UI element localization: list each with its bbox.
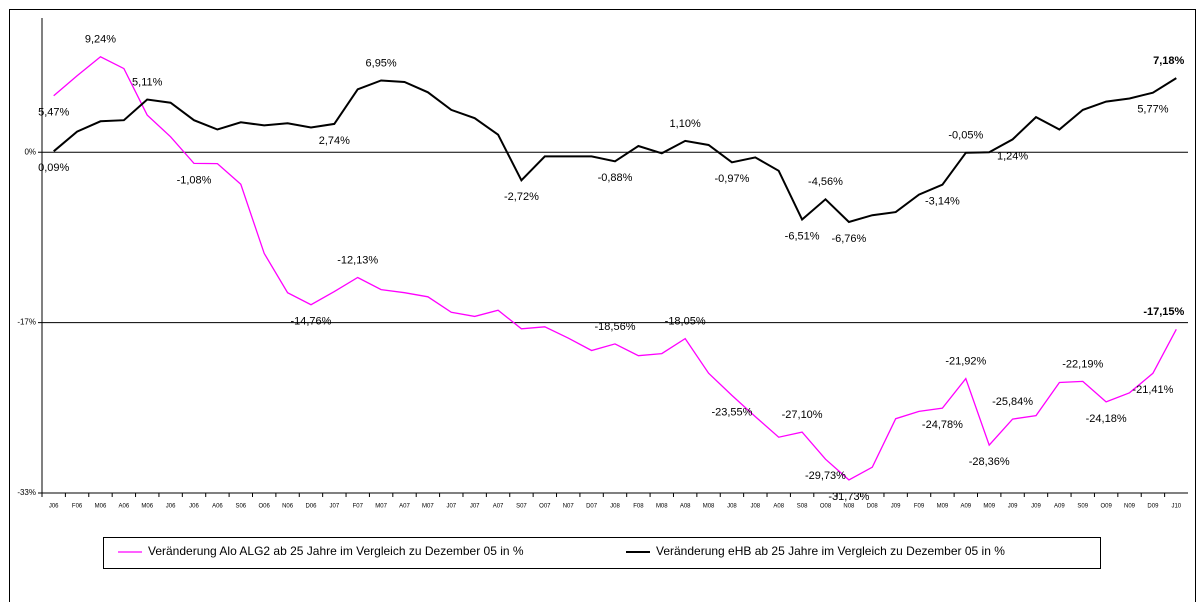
data-label: -0,05% <box>948 130 983 142</box>
legend-label: Veränderung Alo ALG2 ab 25 Jahre im Verg… <box>148 544 524 558</box>
x-tick-label: M09 <box>983 504 995 510</box>
data-label: -17,15% <box>1143 306 1184 318</box>
data-label: 6,95% <box>366 57 397 69</box>
series-line <box>53 56 1177 481</box>
x-tick-label: S08 <box>797 504 808 510</box>
data-label: -23,55% <box>711 406 752 418</box>
x-tick-label: M07 <box>375 504 387 510</box>
x-tick-label: J09 <box>1031 504 1041 510</box>
data-label: 2,74% <box>319 135 350 147</box>
x-tick-label: A08 <box>680 504 691 510</box>
x-tick-label: O09 <box>1100 504 1112 510</box>
data-label: -12,13% <box>337 254 378 266</box>
x-tick-label: O07 <box>539 504 551 510</box>
series-line <box>53 77 1177 224</box>
y-tick-label: -33% <box>17 488 36 497</box>
legend-label: Veränderung eHB ab 25 Jahre im Vergleich… <box>656 544 1005 558</box>
data-label: -22,19% <box>1062 358 1103 370</box>
x-tick-label: F06 <box>72 504 83 510</box>
x-tick-label: J07 <box>446 504 456 510</box>
data-label: 7,18% <box>1153 55 1184 67</box>
x-tick-label: O08 <box>820 504 832 510</box>
x-tick-label: D08 <box>867 504 879 510</box>
x-tick-label: S06 <box>235 504 246 510</box>
x-tick-label: S09 <box>1077 504 1088 510</box>
x-tick-label: N06 <box>282 504 294 510</box>
x-tick-label: N09 <box>1124 504 1136 510</box>
data-label: -18,56% <box>595 321 636 333</box>
x-tick-label: J09 <box>891 504 901 510</box>
data-label: -6,76% <box>831 233 866 245</box>
x-tick-label: J07 <box>470 504 480 510</box>
x-tick-label: A09 <box>1054 504 1065 510</box>
x-tick-label: M06 <box>141 504 153 510</box>
data-label: -18,05% <box>665 316 706 328</box>
x-tick-label: J07 <box>330 504 340 510</box>
x-tick-label: J06 <box>49 504 59 510</box>
chart-frame <box>9 9 1196 602</box>
x-tick-label: A06 <box>212 504 223 510</box>
x-tick-label: F08 <box>633 504 644 510</box>
x-tick-label: F07 <box>353 504 364 510</box>
data-label: -0,88% <box>598 172 633 184</box>
data-label: -28,36% <box>969 456 1010 468</box>
x-tick-label: F09 <box>914 504 925 510</box>
x-tick-label: J06 <box>189 504 199 510</box>
data-label: -14,76% <box>290 316 331 328</box>
x-tick-label: A06 <box>119 504 130 510</box>
x-tick-label: D09 <box>1147 504 1159 510</box>
data-label: -25,84% <box>992 396 1033 408</box>
data-label: 1,10% <box>670 118 701 130</box>
x-tick-label: N07 <box>563 504 575 510</box>
x-tick-label: A08 <box>773 504 784 510</box>
legend-box <box>103 537 1101 569</box>
data-label: -1,08% <box>177 174 212 186</box>
data-label: -31,73% <box>828 491 869 503</box>
x-tick-label: O06 <box>259 504 271 510</box>
data-label: -4,56% <box>808 176 843 188</box>
x-tick-label: J08 <box>610 504 620 510</box>
x-tick-label: N08 <box>843 504 855 510</box>
x-tick-label: A07 <box>493 504 504 510</box>
data-label: -0,97% <box>715 173 750 185</box>
x-tick-label: J08 <box>750 504 760 510</box>
y-tick-label: 0% <box>24 147 36 156</box>
data-label: 1,24% <box>997 150 1028 162</box>
data-label: -24,78% <box>922 419 963 431</box>
x-tick-label: J06 <box>166 504 176 510</box>
x-tick-label: M06 <box>95 504 107 510</box>
x-tick-label: D07 <box>586 504 598 510</box>
data-label: -21,92% <box>945 355 986 367</box>
data-label: -2,72% <box>504 191 539 203</box>
data-label: 0,09% <box>38 162 69 174</box>
x-tick-label: S07 <box>516 504 527 510</box>
x-tick-label: J08 <box>727 504 737 510</box>
y-tick-label: -17% <box>17 318 36 327</box>
x-tick-label: M08 <box>656 504 668 510</box>
data-label: -24,18% <box>1086 413 1127 425</box>
x-tick-label: J10 <box>1171 504 1181 510</box>
x-tick-label: J09 <box>1008 504 1018 510</box>
x-tick-label: A07 <box>399 504 410 510</box>
data-label: -3,14% <box>925 196 960 208</box>
x-tick-label: D06 <box>305 504 317 510</box>
data-label: -29,73% <box>805 470 846 482</box>
x-tick-label: M09 <box>937 504 949 510</box>
data-label: 5,47% <box>38 107 69 119</box>
x-tick-label: M08 <box>703 504 715 510</box>
data-label: 5,11% <box>132 76 163 88</box>
data-label: -27,10% <box>782 409 823 421</box>
data-label: 9,24% <box>85 34 116 46</box>
x-tick-label: M07 <box>422 504 434 510</box>
data-label: -21,41% <box>1132 384 1173 396</box>
x-tick-label: A09 <box>960 504 971 510</box>
data-label: -6,51% <box>785 230 820 242</box>
data-label: 5,77% <box>1137 104 1168 116</box>
